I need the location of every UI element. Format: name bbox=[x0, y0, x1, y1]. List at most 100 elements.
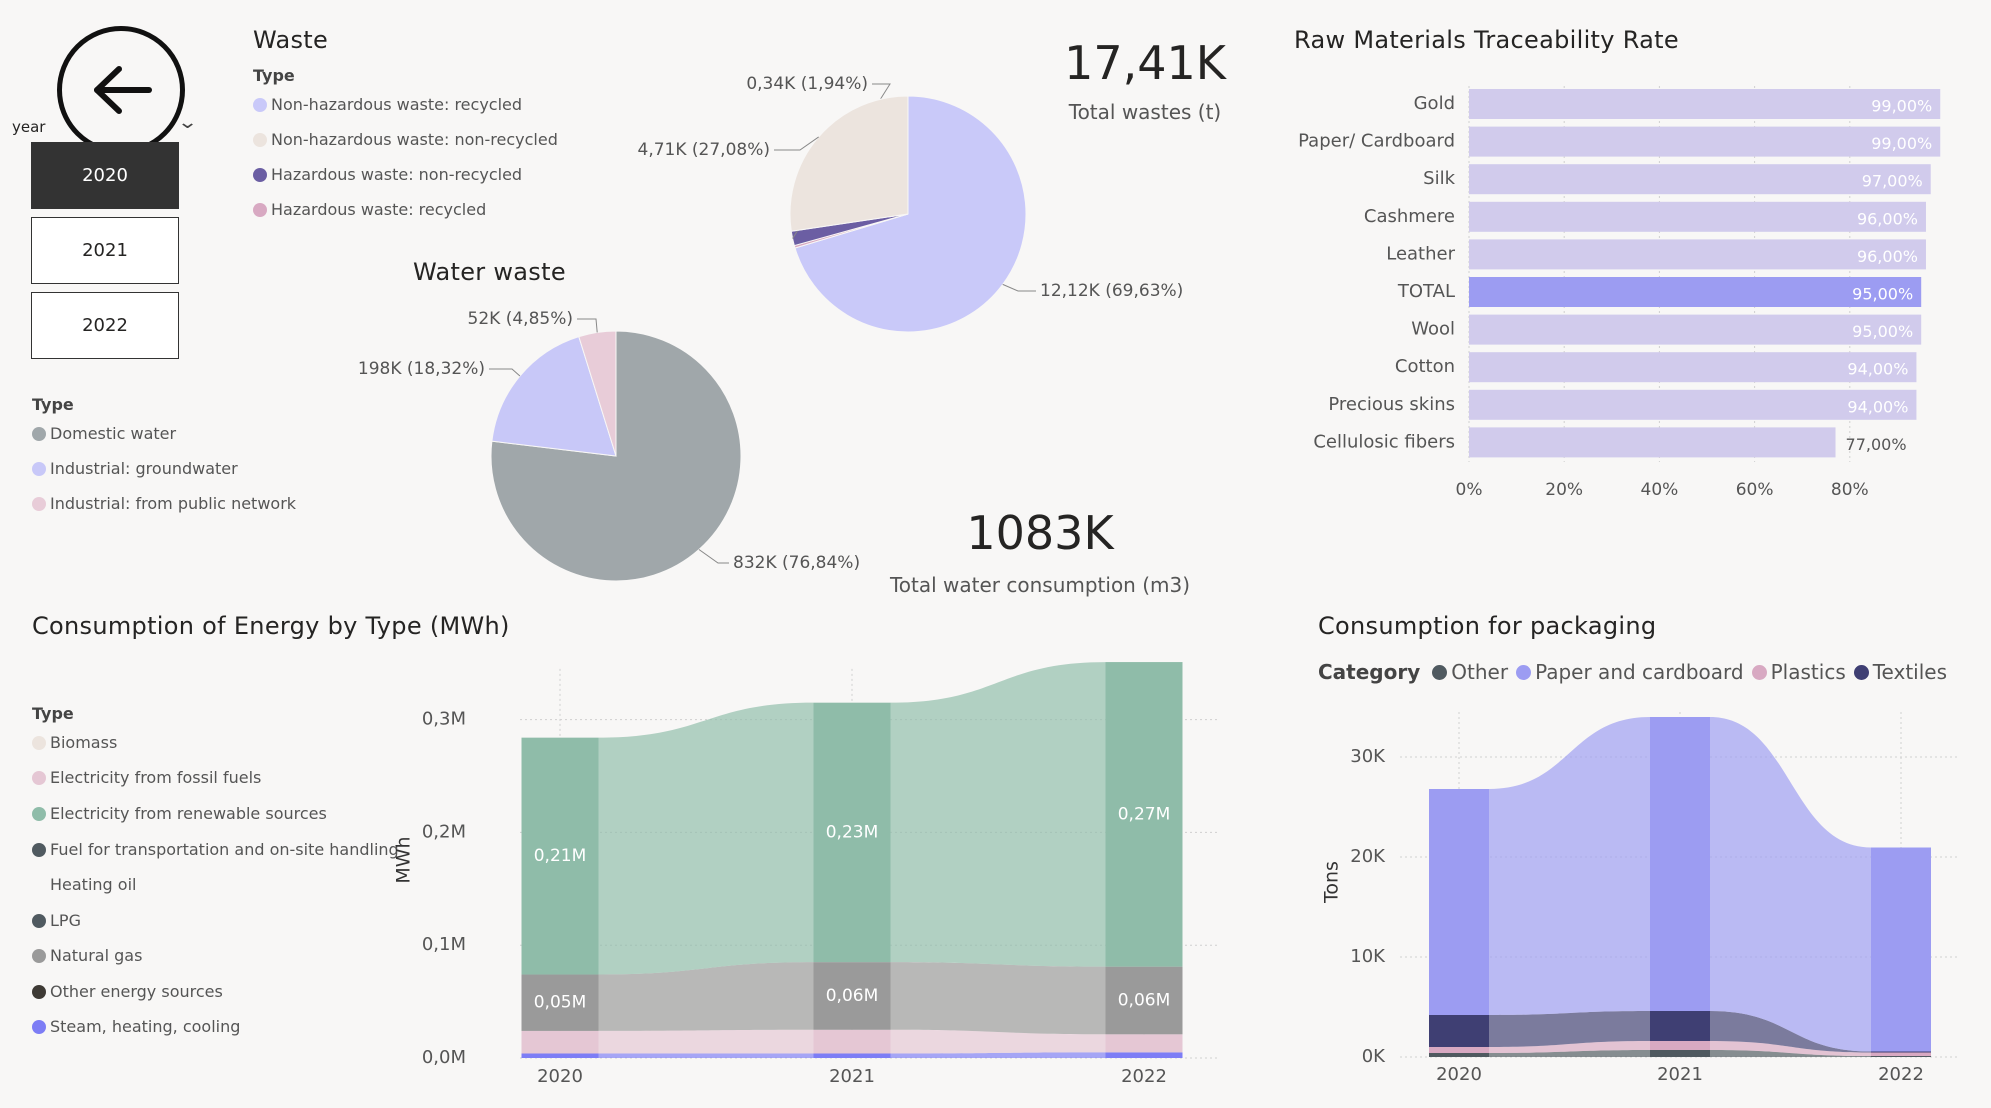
stacked-column-segment bbox=[1429, 1015, 1489, 1047]
legend-label: Hazardous waste: recycled bbox=[271, 200, 487, 219]
column-data-label: 0,27M bbox=[1118, 804, 1171, 824]
energy-legend-item[interactable]: Biomass bbox=[32, 733, 117, 752]
pie-slice bbox=[789, 95, 909, 232]
y-tick-label: 30K bbox=[1350, 746, 1386, 767]
ribbon-band bbox=[1489, 1041, 1650, 1053]
bar bbox=[1469, 201, 1926, 232]
total-wastes-label: Total wastes (t) bbox=[1068, 100, 1222, 124]
waste-title: Waste bbox=[253, 26, 329, 54]
stacked-column-segment bbox=[1871, 1051, 1931, 1053]
legend-dot-icon bbox=[32, 1019, 46, 1034]
bar bbox=[1469, 352, 1917, 383]
energy-legend-title: Type bbox=[32, 704, 74, 723]
stacked-column-segment bbox=[1650, 1050, 1710, 1057]
bar bbox=[1469, 314, 1922, 345]
ribbon-band bbox=[1489, 717, 1650, 1015]
pie-slice bbox=[491, 336, 617, 457]
waste-legend-item[interactable]: Hazardous waste: recycled bbox=[253, 200, 486, 219]
stacked-column-segment bbox=[1105, 1052, 1183, 1058]
stacked-column-segment bbox=[521, 1053, 599, 1058]
bar bbox=[1469, 277, 1922, 307]
water-legend-title: Type bbox=[32, 395, 74, 414]
energy-legend-item[interactable]: Electricity from fossil fuels bbox=[32, 768, 261, 787]
energy-legend-item[interactable]: Steam, heating, cooling bbox=[32, 1017, 240, 1036]
energy-legend-item[interactable]: Natural gas bbox=[32, 946, 142, 965]
legend-dot-icon bbox=[253, 167, 267, 182]
year-button-2021[interactable]: 2021 bbox=[31, 217, 179, 284]
legend-label: LPG bbox=[50, 911, 81, 930]
column-data-label: 0,21M bbox=[534, 846, 587, 866]
legend-label: Industrial: from public network bbox=[50, 494, 297, 513]
legend-dot-icon bbox=[1432, 664, 1448, 680]
y-category-label: Wool bbox=[1411, 319, 1455, 340]
packaging-legend: Category Other Paper and cardboard Plast… bbox=[1318, 660, 1955, 684]
legend-dot-icon bbox=[32, 770, 46, 785]
packaging-legend-item[interactable]: Textiles bbox=[1853, 660, 1948, 684]
energy-legend-item[interactable]: Heating oil bbox=[32, 875, 136, 894]
legend-label: Natural gas bbox=[50, 946, 143, 965]
bar bbox=[1469, 164, 1931, 195]
packaging-legend-item[interactable]: Plastics bbox=[1751, 660, 1846, 684]
ribbon-band bbox=[598, 1029, 814, 1054]
total-wastes-value: 17,41K bbox=[1064, 36, 1226, 90]
packaging-legend-item[interactable]: Paper and cardboard bbox=[1516, 660, 1744, 684]
pie-data-label: 198K (18,32%) bbox=[358, 359, 485, 379]
ribbon-band bbox=[890, 1029, 1106, 1054]
packaging-legend-item[interactable]: Other bbox=[1432, 660, 1508, 684]
x-tick-label: 2022 bbox=[1878, 1064, 1924, 1085]
energy-legend-item[interactable]: Fuel for transportation and on-site hand… bbox=[32, 840, 399, 859]
pie-slice bbox=[578, 330, 617, 457]
bar-data-label: 94,00% bbox=[1847, 360, 1908, 379]
y-category-label: Paper/ Cardboard bbox=[1298, 131, 1455, 152]
water-legend-item[interactable]: Industrial: groundwater bbox=[32, 459, 238, 478]
ribbon-band bbox=[598, 702, 814, 975]
bar bbox=[1469, 389, 1917, 420]
legend-label: Steam, heating, cooling bbox=[50, 1017, 241, 1036]
stacked-column-segment bbox=[1429, 789, 1489, 1015]
bar bbox=[1469, 427, 1836, 458]
ribbon-band bbox=[1710, 1041, 1871, 1056]
column-data-label: 0,06M bbox=[1118, 990, 1171, 1010]
legend-dot-icon bbox=[32, 806, 46, 821]
waste-legend-item[interactable]: Non-hazardous waste: recycled bbox=[253, 95, 522, 114]
arrow-left-icon bbox=[94, 66, 152, 114]
bar-data-label: 94,00% bbox=[1847, 397, 1908, 416]
water-legend-item[interactable]: Industrial: from public network bbox=[32, 494, 296, 513]
stacked-column-segment bbox=[1650, 1011, 1710, 1041]
energy-legend-item[interactable]: Other energy sources bbox=[32, 982, 223, 1001]
ribbon-band bbox=[1489, 1011, 1650, 1047]
stacked-column-segment bbox=[1105, 1034, 1183, 1053]
x-tick-label: 2020 bbox=[537, 1066, 583, 1087]
energy-legend-item[interactable]: Electricity from renewable sources bbox=[32, 804, 327, 823]
y-category-label: Gold bbox=[1414, 93, 1455, 114]
y-category-label: Leather bbox=[1386, 243, 1455, 264]
energy-legend-item[interactable]: LPG bbox=[32, 911, 81, 930]
waste-legend-item[interactable]: Non-hazardous waste: non-recycled bbox=[253, 130, 558, 149]
chevron-down-icon[interactable]: ⌄ bbox=[176, 112, 199, 133]
pie-leader-line bbox=[577, 318, 598, 333]
bar bbox=[1469, 126, 1941, 157]
ribbon-band bbox=[598, 1053, 814, 1058]
water-title: Water waste bbox=[413, 258, 566, 286]
year-button-2020[interactable]: 2020 bbox=[31, 142, 179, 209]
stacked-column-segment bbox=[1650, 1041, 1710, 1050]
water-legend-item[interactable]: Domestic water bbox=[32, 424, 176, 443]
legend-label: Textiles bbox=[1872, 660, 1948, 684]
ribbon-band bbox=[1710, 717, 1871, 1052]
waste-legend-title: Type bbox=[253, 66, 295, 85]
year-button-2022[interactable]: 2022 bbox=[31, 292, 179, 359]
ribbon-band bbox=[890, 1052, 1106, 1058]
y-tick-label: 0K bbox=[1362, 1046, 1386, 1067]
legend-label: Heating oil bbox=[50, 875, 137, 894]
legend-dot-icon bbox=[253, 132, 267, 147]
pie-leader-line bbox=[698, 549, 729, 564]
bar bbox=[1469, 239, 1926, 270]
waste-legend-item[interactable]: Hazardous waste: non-recycled bbox=[253, 165, 522, 184]
stacked-column-segment bbox=[813, 702, 891, 963]
legend-label: Fuel for transportation and on-site hand… bbox=[50, 840, 399, 859]
y-tick-label: 20K bbox=[1350, 846, 1386, 867]
stacked-column-segment bbox=[813, 962, 891, 1030]
bar-data-label: 95,00% bbox=[1852, 322, 1913, 341]
traceability-title: Raw Materials Traceability Rate bbox=[1294, 26, 1679, 54]
